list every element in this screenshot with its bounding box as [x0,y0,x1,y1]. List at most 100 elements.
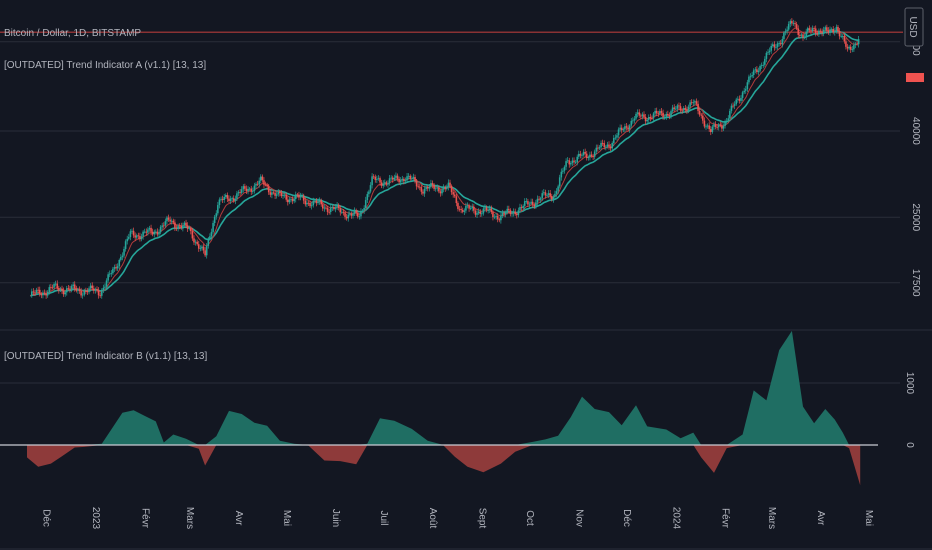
osc-tick-label: 0 [904,442,915,448]
candle-body [811,28,814,32]
price-tick-label: 40000 [910,117,921,145]
candle-body [35,289,38,293]
candle-body [620,127,623,131]
price-panel[interactable] [0,18,903,299]
candle-body [379,178,381,183]
candle-body [528,203,531,205]
candle-body [550,196,553,200]
oscillator-panel[interactable] [0,330,878,486]
candle-body [678,105,680,107]
candle-body [382,183,385,186]
candle-body [363,207,365,211]
candle-body [201,246,203,249]
candle-body [727,118,730,122]
candle-body [280,193,283,197]
candle-body [463,210,466,212]
candle-body [711,126,714,132]
candle-body [500,216,502,221]
candle-body [511,213,513,215]
candle-body [555,191,558,194]
candle-body [355,210,357,213]
candle-body [541,193,544,199]
candle-body [770,45,773,51]
candle-body [174,222,176,228]
candle-body [799,34,801,36]
candle-body [512,211,515,214]
candle-body [88,288,90,293]
candle-body [558,177,561,187]
candle-body [614,137,617,139]
candle-body [482,208,485,214]
x-tick-label: 2024 [670,507,681,530]
candle-body [425,186,427,189]
candle-body [393,177,396,180]
candle-body [139,236,141,239]
candle-body [263,180,265,185]
candle-body [752,70,755,75]
candle-body [407,175,410,177]
candle-body [611,143,613,149]
candle-body [213,216,216,224]
candle-body [848,46,850,49]
candle-body [733,104,736,106]
candle-body [232,198,235,201]
candle-body [773,44,776,48]
candle-body [840,36,842,38]
candle-body [283,194,286,196]
candle-body [317,201,319,204]
candle-body [514,211,516,215]
candle-body [765,52,768,59]
candle-body [364,200,367,208]
candle-body [428,186,431,189]
candle-body [96,289,98,291]
candle-body [224,195,227,197]
candle-body [288,199,291,203]
candle-body [663,116,666,118]
candle-body [495,215,497,217]
candle-body [584,151,586,154]
indicator-a-title: [OUTDATED] Trend Indicator A (v1.1) [13,… [4,60,206,71]
candle-body [244,186,246,189]
candle-body [605,146,607,148]
candle-body [624,126,626,130]
x-tick-label: Sept [476,508,487,529]
candle-body [72,284,74,287]
candle-body [156,231,159,235]
candle-body [345,216,348,219]
candle-body [442,187,445,190]
candle-body [714,124,717,128]
candle-body [674,108,677,110]
trend-line-slow [30,30,859,297]
candle-body [54,283,57,285]
candle-body [275,194,278,196]
candle-body [259,176,262,181]
candle-body [91,285,94,289]
candle-body [686,109,688,112]
candle-body [193,238,195,243]
candle-body [849,46,852,50]
candle-body [258,180,260,185]
candle-body [571,160,574,164]
candle-body [234,198,237,201]
candle-body [418,186,421,188]
candle-body [695,101,698,104]
candle-body [164,221,167,226]
candle-body [690,102,693,104]
candle-body [73,284,76,289]
candle-body [681,110,683,112]
x-tick-label: Mars [184,507,195,529]
candle-body [806,28,809,32]
candle-body [204,250,206,256]
candle-body [298,194,300,198]
candle-body [778,43,780,45]
currency-badge[interactable] [904,7,924,47]
candle-body [403,178,405,182]
grid [0,41,932,384]
candle-body [539,198,542,200]
candle-body [444,187,447,189]
candle-body [784,31,787,33]
candle-body [155,231,157,233]
candle-body [312,200,315,206]
